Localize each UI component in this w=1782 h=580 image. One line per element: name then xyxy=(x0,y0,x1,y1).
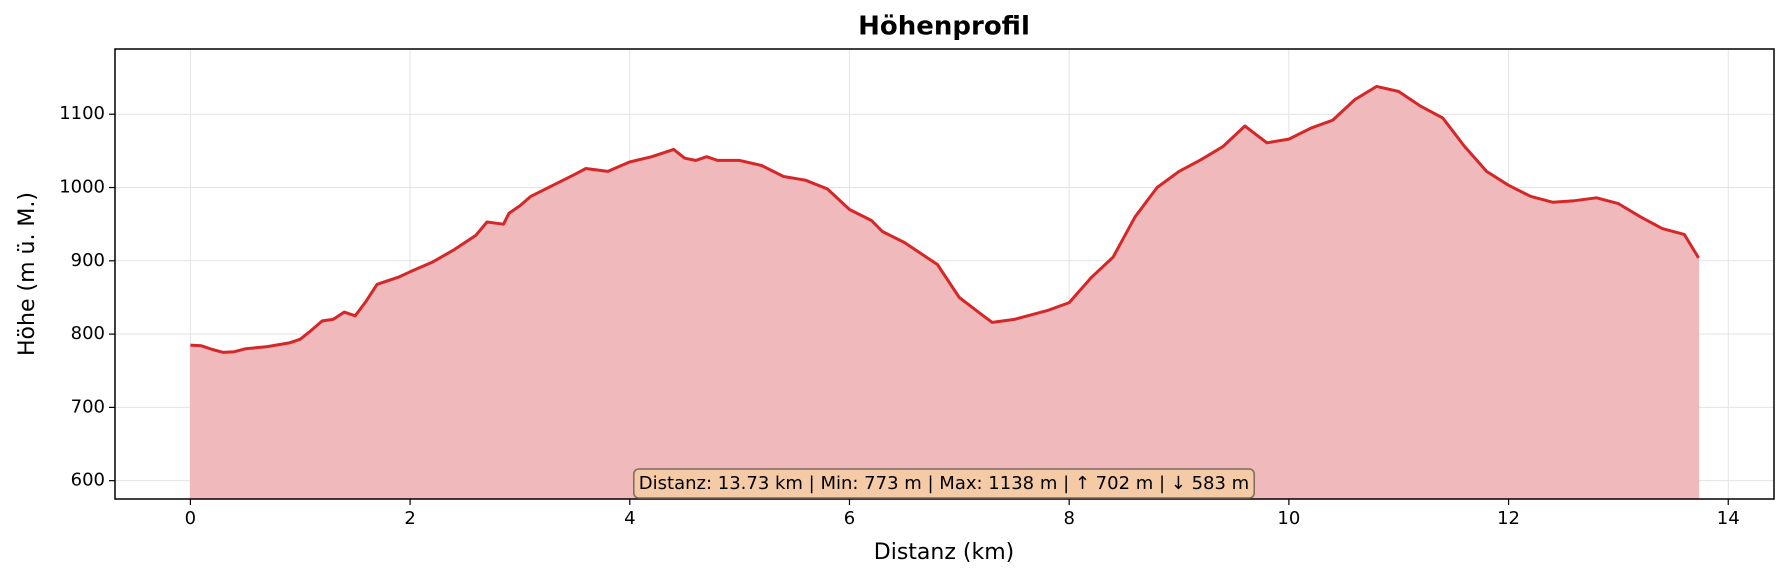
annotation-box xyxy=(633,468,1255,499)
y-tick-label: 800 xyxy=(71,323,105,344)
area-fill xyxy=(189,85,1700,500)
y-axis-label: Höhe (m ü. M.) xyxy=(15,192,40,356)
x-tick-label: 12 xyxy=(1497,508,1520,529)
x-tick-label: 14 xyxy=(1717,508,1740,529)
annotation-text: Distanz: 13.73 km | Min: 773 m | Max: 11… xyxy=(639,473,1249,494)
x-axis-label: Distanz (km) xyxy=(874,540,1014,565)
axes-frame xyxy=(114,48,1775,500)
y-tick-label: 1100 xyxy=(59,103,105,124)
line xyxy=(190,84,1700,354)
y-tick-label: 1000 xyxy=(59,177,105,198)
annotation: Distanz: 13.73 km | Min: 773 m | Max: 11… xyxy=(633,468,1255,499)
x-tick-label: 8 xyxy=(1063,508,1074,529)
x-tick-label: 10 xyxy=(1277,508,1300,529)
chart-title: Höhenprofil xyxy=(858,12,1030,42)
x-tick-label: 2 xyxy=(404,508,415,529)
x-tick-label: 0 xyxy=(185,508,196,529)
y-tick-label: 600 xyxy=(71,470,105,491)
y-tick-label: 700 xyxy=(71,396,105,417)
x-tick-label: 6 xyxy=(844,508,855,529)
x-tick-label: 4 xyxy=(624,508,635,529)
y-tick-label: 900 xyxy=(71,250,105,271)
